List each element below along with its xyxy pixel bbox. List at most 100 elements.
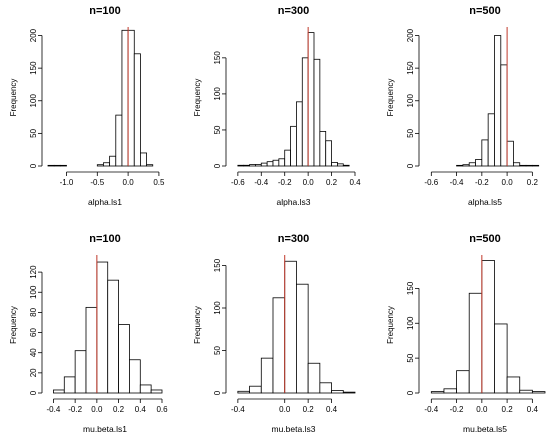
- y-tick-label: 200: [406, 28, 415, 42]
- x-tick-label: 0.4: [349, 178, 361, 187]
- histogram-bar: [296, 101, 303, 167]
- histogram-bar: [494, 323, 508, 394]
- histogram-bar: [133, 53, 141, 167]
- x-axis-label: alpha.ls5: [468, 197, 502, 207]
- histogram-bar: [462, 164, 470, 167]
- y-axis-label: Frequency: [193, 306, 202, 344]
- x-tick-label: -0.2: [278, 178, 292, 187]
- x-tick-label: -0.5: [90, 178, 104, 187]
- y-tick-label: 100: [29, 285, 38, 299]
- histogram-bar: [63, 376, 76, 394]
- panel-title: n=300: [278, 233, 310, 245]
- histogram-bar: [237, 164, 245, 167]
- x-axis-label: alpha.ls3: [276, 197, 310, 207]
- histogram-bar: [319, 130, 327, 167]
- y-tick-label: 50: [406, 353, 415, 362]
- x-axis-label: mu.beta.ls1: [83, 424, 127, 434]
- x-tick-label: -0.4: [424, 405, 438, 414]
- y-tick-label: 50: [213, 346, 222, 355]
- x-tick-label: -0.4: [450, 178, 464, 187]
- histogram-bar: [243, 164, 250, 167]
- y-tick-label: 40: [29, 348, 38, 357]
- histogram-bar: [266, 161, 274, 167]
- x-tick-label: 0.4: [135, 405, 147, 414]
- histogram-bar: [325, 140, 332, 167]
- x-tick-label: 0.5: [153, 178, 165, 187]
- x-tick-label: 0.6: [156, 405, 168, 414]
- x-tick-label: 0.0: [123, 178, 135, 187]
- histogram-bar: [456, 164, 464, 167]
- histogram-bar: [249, 164, 256, 167]
- histogram-bar: [506, 140, 514, 167]
- x-tick-label: 0.0: [476, 405, 488, 414]
- histogram-bar: [140, 152, 147, 167]
- histogram-bar: [342, 391, 356, 394]
- x-tick-label: 0.2: [113, 405, 125, 414]
- histogram-bar: [500, 64, 508, 167]
- histogram-bar: [531, 164, 540, 167]
- histogram-bar: [150, 389, 163, 394]
- y-tick-label: 60: [29, 328, 38, 337]
- y-tick-label: 50: [29, 128, 38, 137]
- y-tick-label: 150: [406, 61, 415, 75]
- y-tick-label: 120: [29, 265, 38, 279]
- panel-title: n=500: [469, 233, 501, 245]
- histogram-bar: [109, 155, 117, 167]
- y-tick-label: 80: [29, 307, 38, 316]
- x-tick-label: -0.6: [424, 178, 438, 187]
- x-tick-label: -0.2: [68, 405, 82, 414]
- x-tick-label: -0.6: [231, 178, 245, 187]
- histogram-bar: [121, 29, 129, 167]
- y-tick-label: 200: [29, 28, 38, 42]
- x-axis-label: mu.beta.ls5: [463, 424, 507, 434]
- y-tick-label: 0: [406, 390, 415, 395]
- x-tick-label: -0.2: [450, 405, 464, 414]
- y-tick-label: 50: [406, 128, 415, 137]
- x-tick-label: 0.0: [91, 405, 103, 414]
- histogram-bar: [118, 324, 130, 394]
- histogram-bar: [53, 164, 61, 167]
- x-tick-label: -0.4: [254, 178, 268, 187]
- histogram-bar: [284, 260, 297, 394]
- histogram-bar: [301, 57, 309, 167]
- histogram-bar: [237, 390, 250, 394]
- histogram-bar: [74, 350, 87, 394]
- y-tick-label: 0: [29, 390, 38, 395]
- histogram-bar: [481, 139, 489, 167]
- y-tick-label: 0: [29, 163, 38, 168]
- histogram-bar: [53, 389, 65, 394]
- y-tick-label: 150: [213, 258, 222, 272]
- histogram-bar: [139, 384, 152, 394]
- histogram-bar: [443, 388, 457, 394]
- y-tick-label: 50: [213, 125, 222, 134]
- histogram-bar: [260, 357, 274, 394]
- histogram-bar: [319, 382, 332, 394]
- histogram-bar: [313, 58, 321, 167]
- x-tick-label: 0.4: [326, 405, 338, 414]
- histogram-bar: [519, 164, 527, 167]
- histogram-bar: [487, 113, 495, 167]
- histogram-bar: [481, 260, 495, 394]
- histogram-bar: [337, 163, 344, 167]
- y-tick-label: 0: [213, 163, 222, 168]
- panel-title: n=100: [89, 233, 121, 245]
- histogram-bar: [456, 370, 470, 394]
- y-axis-label: Frequency: [386, 79, 395, 117]
- x-tick-label: 0.2: [502, 405, 514, 414]
- histogram-bar: [475, 159, 483, 167]
- y-tick-label: 0: [406, 163, 415, 168]
- y-tick-label: 150: [406, 281, 415, 295]
- x-tick-label: -0.4: [47, 405, 61, 414]
- x-tick-label: -1.0: [60, 178, 74, 187]
- x-tick-label: 0.2: [326, 178, 338, 187]
- histogram-bar: [278, 158, 286, 167]
- histogram-bar: [47, 164, 55, 167]
- x-tick-label: 0.2: [303, 405, 315, 414]
- histogram-bar: [284, 149, 291, 167]
- histogram-bar: [249, 385, 262, 394]
- y-tick-label: 150: [29, 61, 38, 75]
- y-tick-label: 100: [406, 316, 415, 330]
- histogram-bar: [296, 283, 309, 394]
- x-tick-label: 0.0: [303, 178, 315, 187]
